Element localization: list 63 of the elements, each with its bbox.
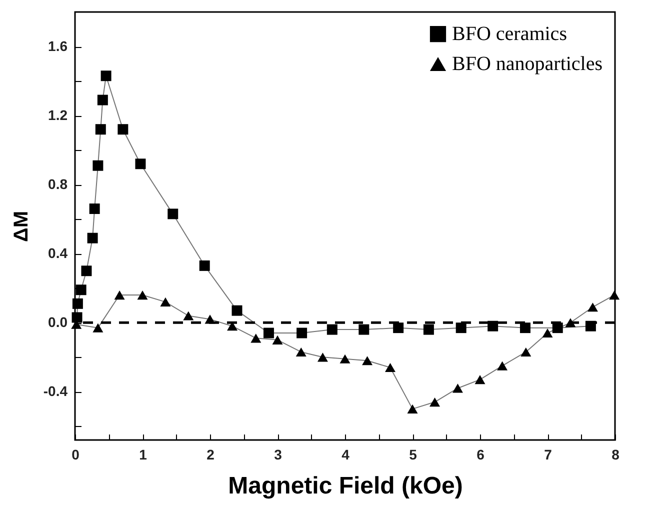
y-tick-label: 0.8 [48,176,68,192]
point [97,94,108,106]
point [456,322,466,334]
point [474,375,486,384]
point [358,324,370,335]
legend-label: BFO ceramics [452,23,568,45]
point [137,290,148,300]
point [114,290,125,300]
point [160,297,171,306]
point [362,356,373,366]
x-tick-label: 2 [206,446,215,462]
point [497,361,508,370]
point [423,324,434,335]
point [488,320,498,332]
point [520,322,530,334]
point [340,354,350,364]
point [89,204,100,214]
y-tick-label: -0.4 [43,383,68,400]
point [183,311,194,320]
x-tick-label: 0 [72,446,80,462]
x-tick-label: 3 [274,446,282,462]
x-tick-label: 4 [342,446,350,462]
x-tick-label: 6 [476,446,485,462]
point [430,397,440,407]
point [72,298,83,309]
y-tick-label: 0.0 [48,314,68,330]
point [95,124,106,135]
point [87,232,98,244]
point [296,328,308,338]
x-tick-label: 8 [612,446,620,462]
point [118,124,128,135]
point [199,260,210,271]
point [452,384,463,393]
point [296,347,306,357]
point [326,324,338,335]
point [100,70,112,82]
point [92,323,104,332]
point [92,160,104,171]
point [520,347,532,357]
point [587,302,598,312]
point [272,335,283,344]
y-tick-label: 1.2 [48,107,68,124]
point [250,334,262,343]
point [384,362,396,372]
y-axis-title: ΔM [10,210,32,242]
point [232,305,242,316]
point [393,322,404,334]
point [317,352,328,362]
point [542,328,553,338]
x-tick-label: 5 [409,446,418,462]
point [609,290,620,300]
point [263,328,274,338]
point [135,158,146,170]
x-axis-title: Magnetic Field (kOe) [228,472,463,500]
y-tick-label: 0.4 [48,245,68,262]
point [168,208,178,220]
x-tick-label: 7 [544,446,552,462]
legend-label: BFO nanoparticles [452,53,603,75]
point [81,266,92,276]
point [407,404,418,414]
x-tick-label: 1 [139,446,148,462]
y-tick-label: 1.6 [48,38,68,54]
point [76,284,86,296]
